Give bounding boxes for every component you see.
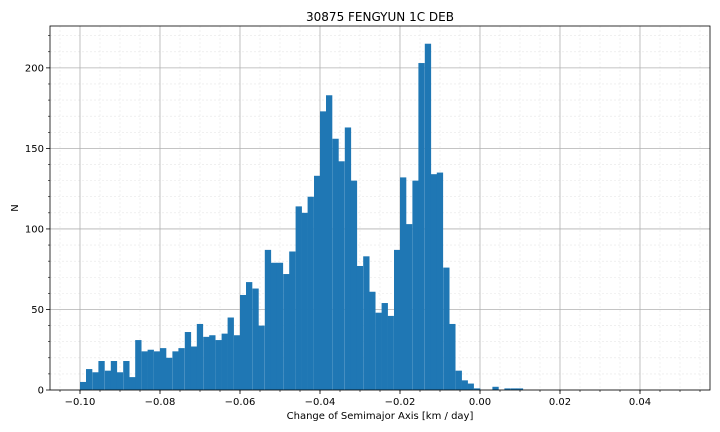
histogram-bar: [394, 249, 401, 390]
histogram-bar: [215, 340, 222, 390]
histogram-bar: [203, 336, 210, 390]
chart-title: 30875 FENGYUN 1C DEB: [306, 10, 454, 24]
histogram-bar: [344, 127, 352, 390]
x-tick-label: −0.06: [225, 397, 256, 408]
histogram-bar: [424, 43, 432, 390]
histogram-bar: [234, 335, 241, 390]
histogram-bar: [338, 161, 345, 390]
histogram-bar: [467, 383, 474, 390]
histogram-bar: [209, 335, 216, 390]
histogram-bar: [246, 282, 253, 390]
histogram-bar: [196, 323, 204, 390]
x-axis-title: Change of Semimajor Axis [km / day]: [287, 411, 474, 422]
histogram-bars: [80, 43, 524, 391]
histogram-bar: [92, 372, 99, 390]
y-tick-label: 50: [31, 305, 44, 316]
histogram-bar: [240, 294, 247, 390]
x-tick-label: 0.00: [469, 397, 491, 408]
histogram-bar: [510, 388, 518, 390]
histogram-bar: [461, 380, 468, 390]
histogram-bar: [135, 340, 142, 390]
histogram-bar: [406, 224, 413, 390]
x-tick-label: −0.04: [305, 397, 336, 408]
histogram-bar: [270, 262, 278, 390]
histogram-bar: [116, 372, 124, 390]
histogram-bar: [227, 317, 234, 390]
histogram-bar: [252, 288, 259, 390]
x-tick-label: −0.08: [145, 397, 176, 408]
histogram-bar: [326, 95, 333, 390]
histogram-bar: [301, 212, 308, 390]
histogram-bar: [283, 274, 290, 390]
histogram-bar: [443, 267, 450, 390]
y-tick-label: 100: [25, 224, 44, 235]
histogram-bar: [320, 111, 327, 391]
x-tick-label: −0.02: [385, 397, 416, 408]
histogram-bar: [307, 196, 314, 390]
histogram-bar: [436, 172, 444, 390]
histogram-bar: [381, 303, 388, 390]
histogram-bar: [166, 357, 173, 390]
histogram-bar: [178, 348, 185, 390]
histogram-bar: [492, 386, 499, 390]
histogram-bar: [123, 361, 130, 390]
histogram-bar: [474, 388, 481, 390]
histogram-bar: [276, 262, 284, 390]
histogram-bar: [154, 351, 161, 390]
histogram-bar: [258, 325, 265, 390]
y-axis-title: N: [10, 204, 21, 211]
histogram-bar: [264, 249, 272, 390]
histogram-bar: [418, 63, 425, 390]
histogram-bar: [221, 333, 228, 390]
histogram-bar: [172, 351, 179, 390]
x-tick-label: 0.04: [629, 397, 651, 408]
histogram-bar: [110, 361, 118, 390]
histogram-bar: [387, 315, 394, 390]
histogram-bar: [363, 256, 370, 390]
histogram-bar: [141, 351, 148, 390]
histogram-bar: [449, 323, 456, 390]
histogram-bar: [184, 332, 192, 390]
histogram-bar: [504, 388, 511, 390]
histogram-bar: [129, 377, 136, 390]
histogram-bar: [369, 291, 376, 390]
y-axis-ticks: 0 50 100 150 200: [25, 35, 50, 397]
histogram-bar: [412, 180, 419, 390]
histogram-bar: [190, 346, 198, 390]
histogram-bar: [350, 180, 358, 390]
histogram-bar: [375, 312, 382, 390]
histogram-bar: [147, 349, 154, 390]
histogram-bar: [430, 174, 438, 390]
histogram-bar: [295, 206, 302, 390]
y-tick-label: 150: [25, 144, 44, 155]
y-tick-label: 0: [38, 386, 44, 397]
x-axis-ticks: −0.10 −0.08 −0.06 −0.04 −0.02 0.00 0.02 0.04: [59, 390, 701, 408]
x-tick-label: 0.02: [549, 397, 571, 408]
histogram-bar: [98, 361, 105, 390]
histogram-bar: [86, 369, 93, 390]
histogram-bar: [356, 265, 364, 390]
histogram-bar: [289, 251, 296, 390]
x-tick-label: −0.10: [65, 397, 96, 408]
histogram-bar: [516, 388, 524, 390]
histogram-bar: [160, 348, 167, 390]
histogram-bar: [332, 138, 339, 390]
histogram-bar: [455, 370, 462, 390]
y-tick-label: 200: [25, 63, 44, 74]
histogram-bar: [80, 381, 87, 390]
histogram-bar: [314, 175, 321, 390]
histogram-bar: [104, 370, 112, 390]
histogram-bar: [400, 177, 407, 390]
